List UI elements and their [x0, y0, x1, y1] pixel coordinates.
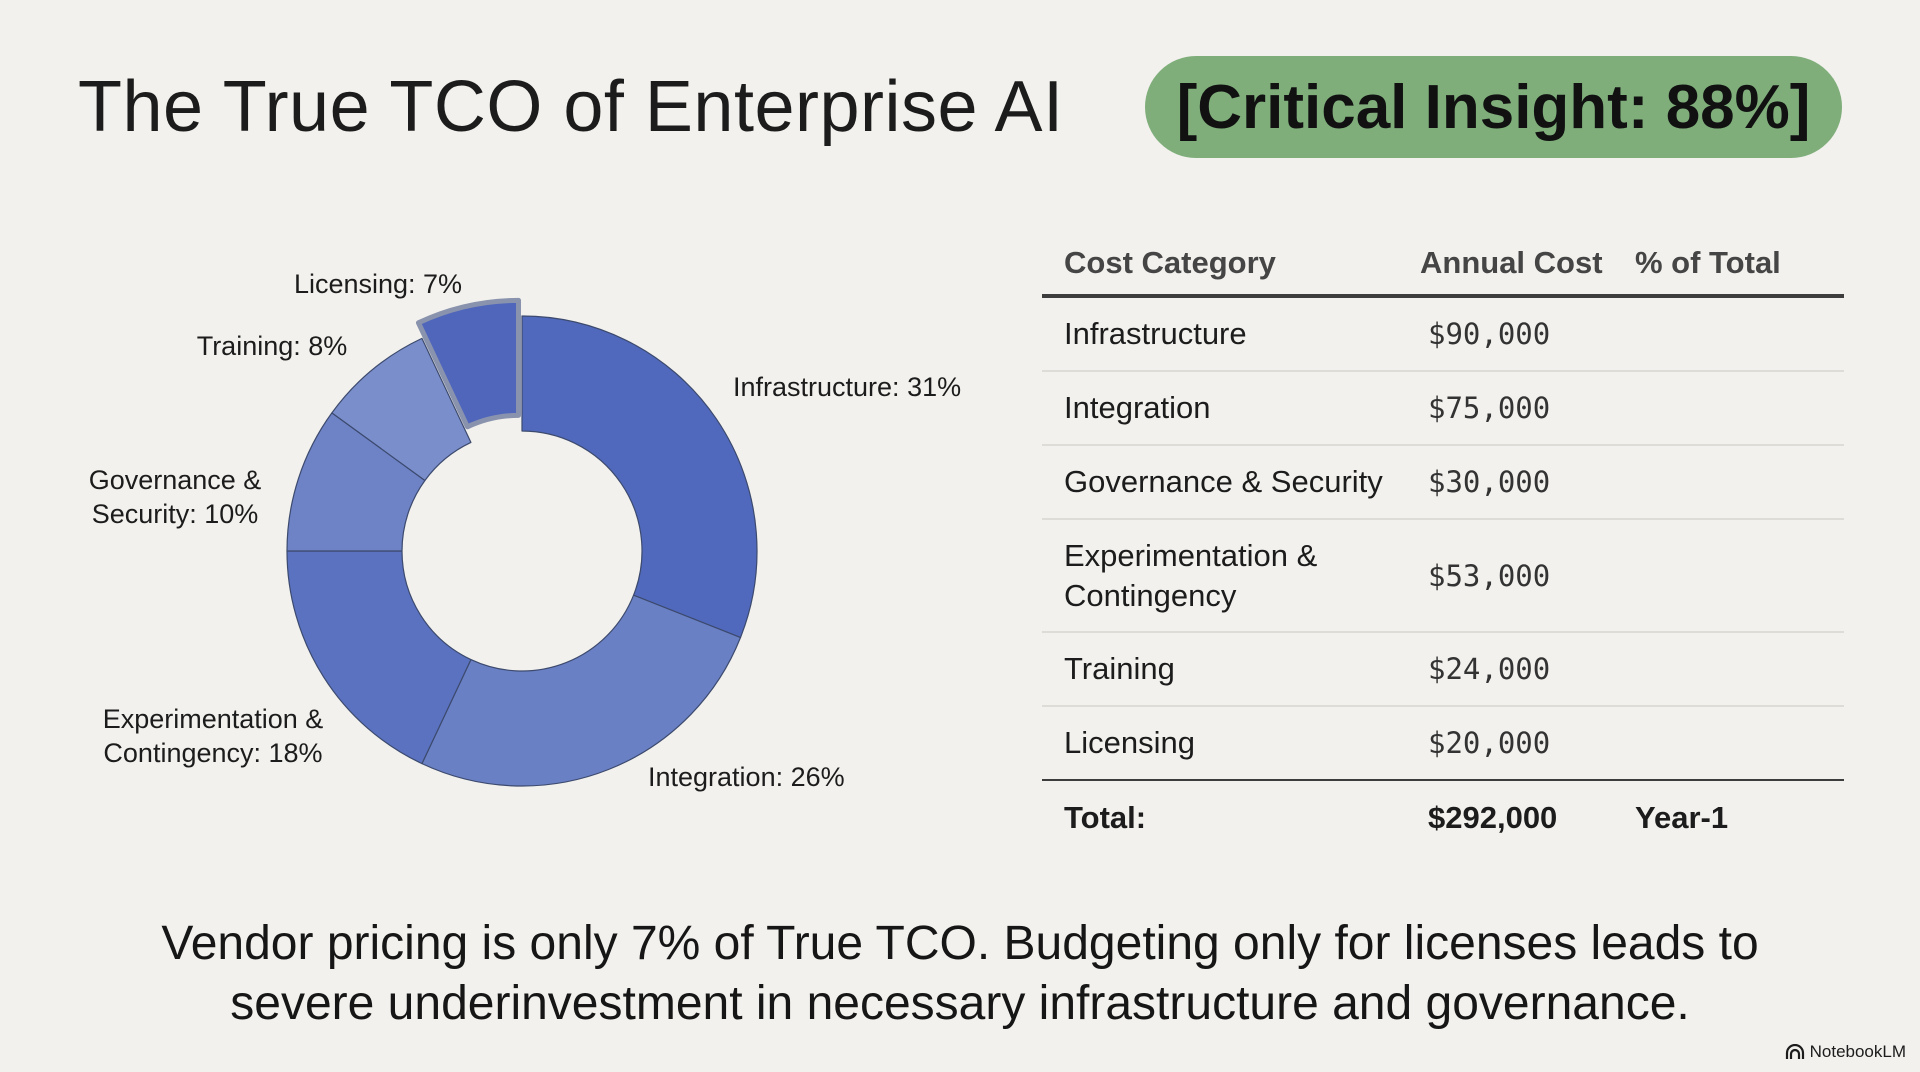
summary-line-1: Vendor pricing is only 7% of True TCO. B… [161, 917, 1759, 970]
row-cost: $20,000 [1428, 726, 1551, 760]
donut-label-licensing: Licensing: 7% [294, 269, 462, 299]
critical-insight-badge: [Critical Insight: 88%] [1145, 56, 1842, 158]
row-category: Experimentation & Contingency [1064, 537, 1318, 613]
donut-slice-infrastructure [521, 315, 758, 639]
donut-label-experimentation-contingency: Experimentation & Contingency: 18% [103, 704, 324, 768]
donut-label-training: Training: 8% [197, 331, 348, 361]
table-row: Training $24,000 [1042, 633, 1844, 707]
row-cost: $75,000 [1428, 391, 1551, 425]
notebooklm-logo-icon [1785, 1044, 1804, 1059]
donut-slice-training [331, 337, 472, 482]
summary-line-2: severe underinvestment in necessary infr… [230, 977, 1690, 1030]
table-total-row: Total: $292,000 Year-1 [1042, 781, 1844, 855]
row-category: Training [1064, 651, 1175, 686]
donut-slice-experimentation-contingency [286, 550, 472, 765]
total-period: Year-1 [1635, 800, 1729, 835]
row-category: Integration [1064, 390, 1211, 425]
row-cost: $90,000 [1428, 317, 1551, 351]
total-label: Total: [1064, 800, 1147, 835]
row-category: Infrastructure [1064, 316, 1247, 351]
table-header: Cost Category Annual Cost % of Total [1042, 232, 1844, 298]
table-row: Licensing $20,000 [1042, 707, 1844, 781]
table-row: Infrastructure $90,000 [1042, 298, 1844, 372]
row-category: Licensing [1064, 725, 1195, 760]
brand-watermark: NotebookLM [1785, 1042, 1906, 1062]
total-cost: $292,000 [1428, 800, 1558, 835]
table-row: Governance & Security $30,000 [1042, 446, 1844, 520]
cost-table: Cost Category Annual Cost % of Total Inf… [1042, 232, 1844, 855]
row-cost: $24,000 [1428, 652, 1551, 686]
donut-label-infrastructure: Infrastructure: 31% [733, 372, 961, 402]
page-title: The True TCO of Enterprise AI [78, 67, 1064, 147]
cost-donut-chart: Infrastructure: 31% Integration: 26% Exper… [89, 269, 961, 792]
row-category: Governance & Security [1064, 464, 1383, 499]
header-pct-of-total: % of Total [1635, 245, 1781, 280]
table-row: Experimentation & Contingency $53,000 [1042, 520, 1844, 633]
donut-slice-integration [421, 594, 742, 787]
donut-label-integration: Integration: 26% [648, 762, 845, 792]
table-row: Integration $75,000 [1042, 372, 1844, 446]
row-cost: $30,000 [1428, 465, 1551, 499]
summary-caption: Vendor pricing is only 7% of True TCO. B… [0, 914, 1920, 1034]
brand-label: NotebookLM [1809, 1042, 1906, 1061]
header-annual-cost: Annual Cost [1420, 245, 1603, 280]
row-cost: $53,000 [1428, 558, 1551, 593]
donut-slice-licensing [415, 297, 522, 430]
donut-label-governance-security: Governance & Security: 10% [89, 465, 262, 529]
header-cost-category: Cost Category [1064, 245, 1276, 280]
insight-badge-label: [Critical Insight: 88%] [1176, 72, 1811, 142]
